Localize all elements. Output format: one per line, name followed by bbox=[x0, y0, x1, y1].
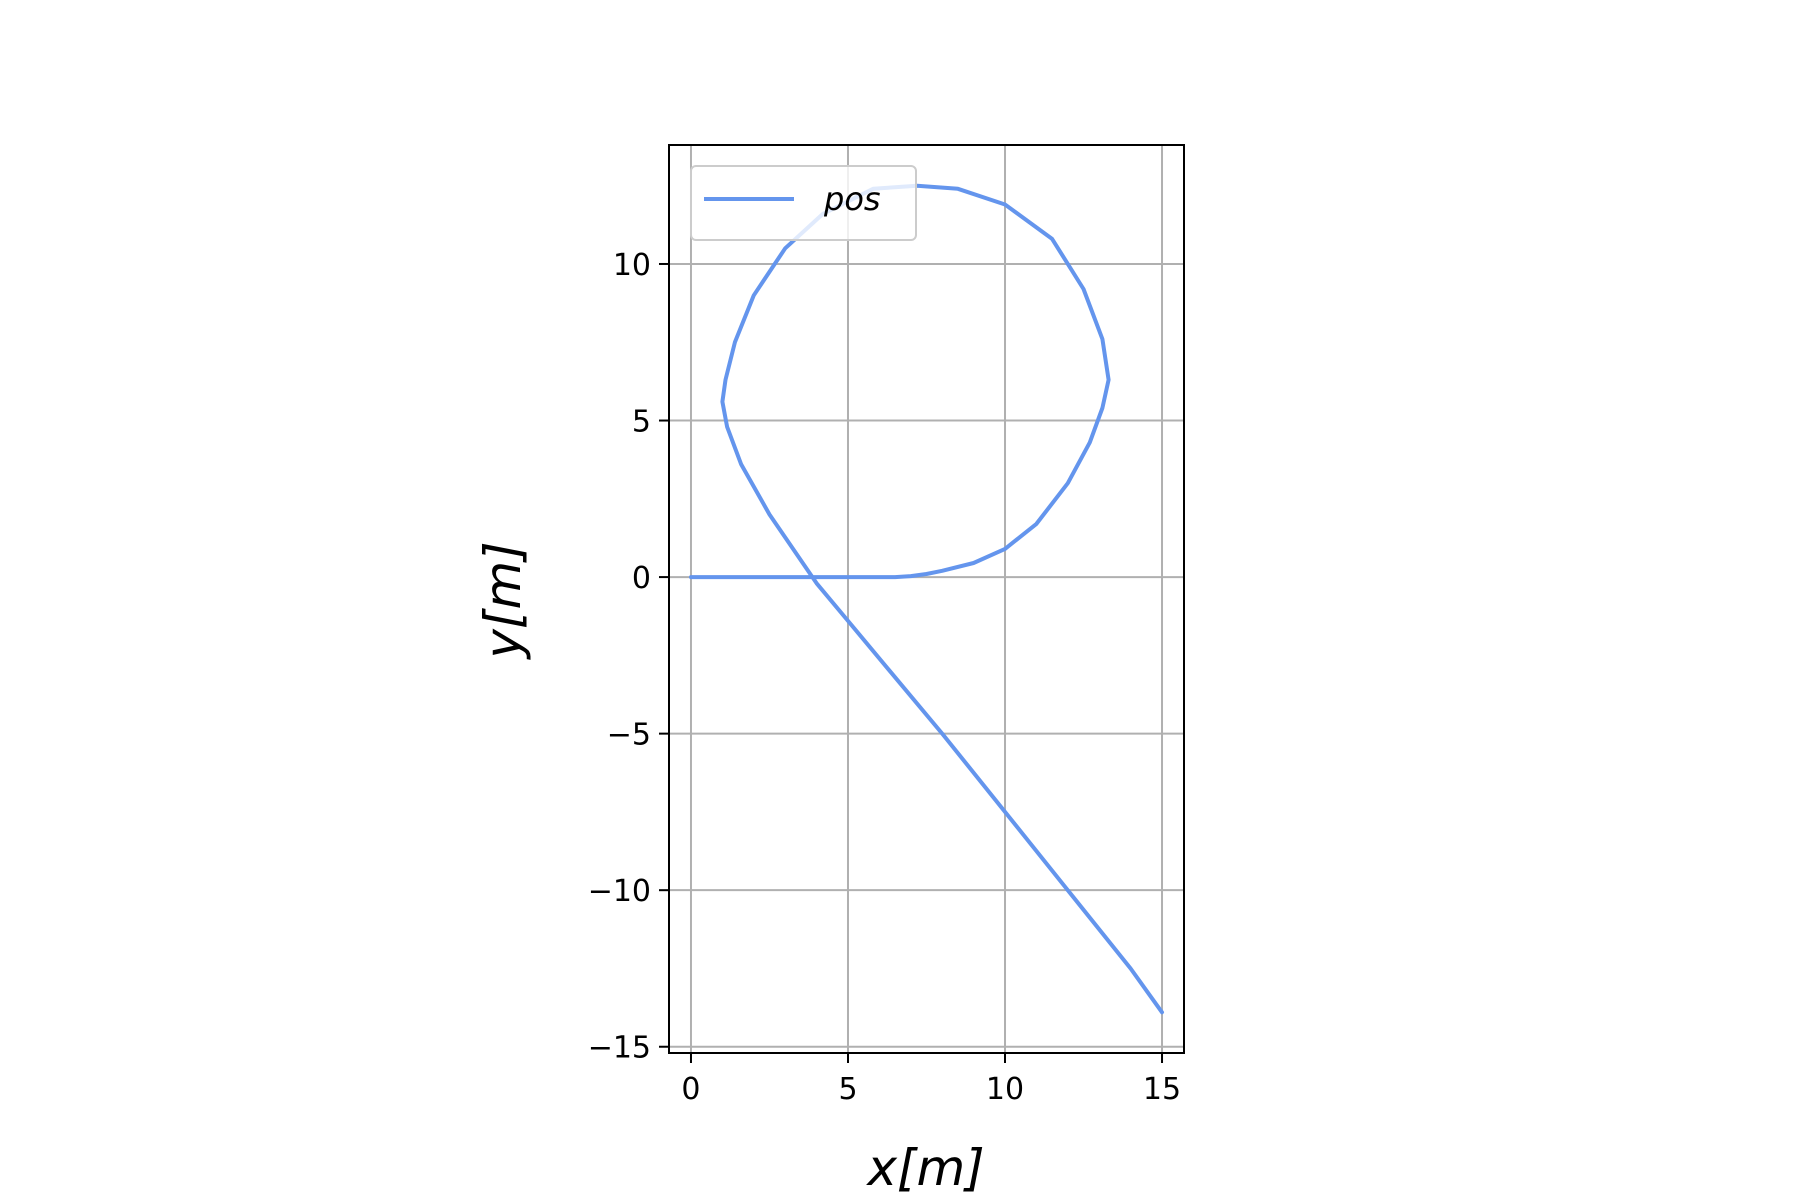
x-tick-label: 5 bbox=[838, 1072, 857, 1107]
legend: pos bbox=[690, 165, 917, 241]
x-tick-label: 0 bbox=[681, 1072, 700, 1107]
series-layer bbox=[689, 183, 1164, 1015]
y-tick-label: −10 bbox=[588, 874, 651, 909]
legend-label-pos: pos bbox=[823, 180, 881, 218]
series-line-pos bbox=[689, 183, 1164, 1015]
y-tick-label: −5 bbox=[607, 718, 651, 753]
ticks: 0 5 10 15 −15 −10 −5 0 5 10 bbox=[588, 248, 1181, 1107]
legend-box bbox=[690, 165, 917, 241]
y-tick-label: 5 bbox=[632, 405, 651, 440]
y-tick-label: 0 bbox=[632, 561, 651, 596]
x-tick-label: 10 bbox=[986, 1072, 1024, 1107]
x-axis-label: x[m] bbox=[865, 1139, 984, 1197]
y-tick-label: −15 bbox=[588, 1031, 651, 1066]
y-axis-label: y[m] bbox=[474, 541, 532, 660]
y-tick-label: 10 bbox=[613, 248, 651, 283]
axes-frame bbox=[668, 144, 1185, 1054]
x-tick-label: 15 bbox=[1143, 1072, 1181, 1107]
